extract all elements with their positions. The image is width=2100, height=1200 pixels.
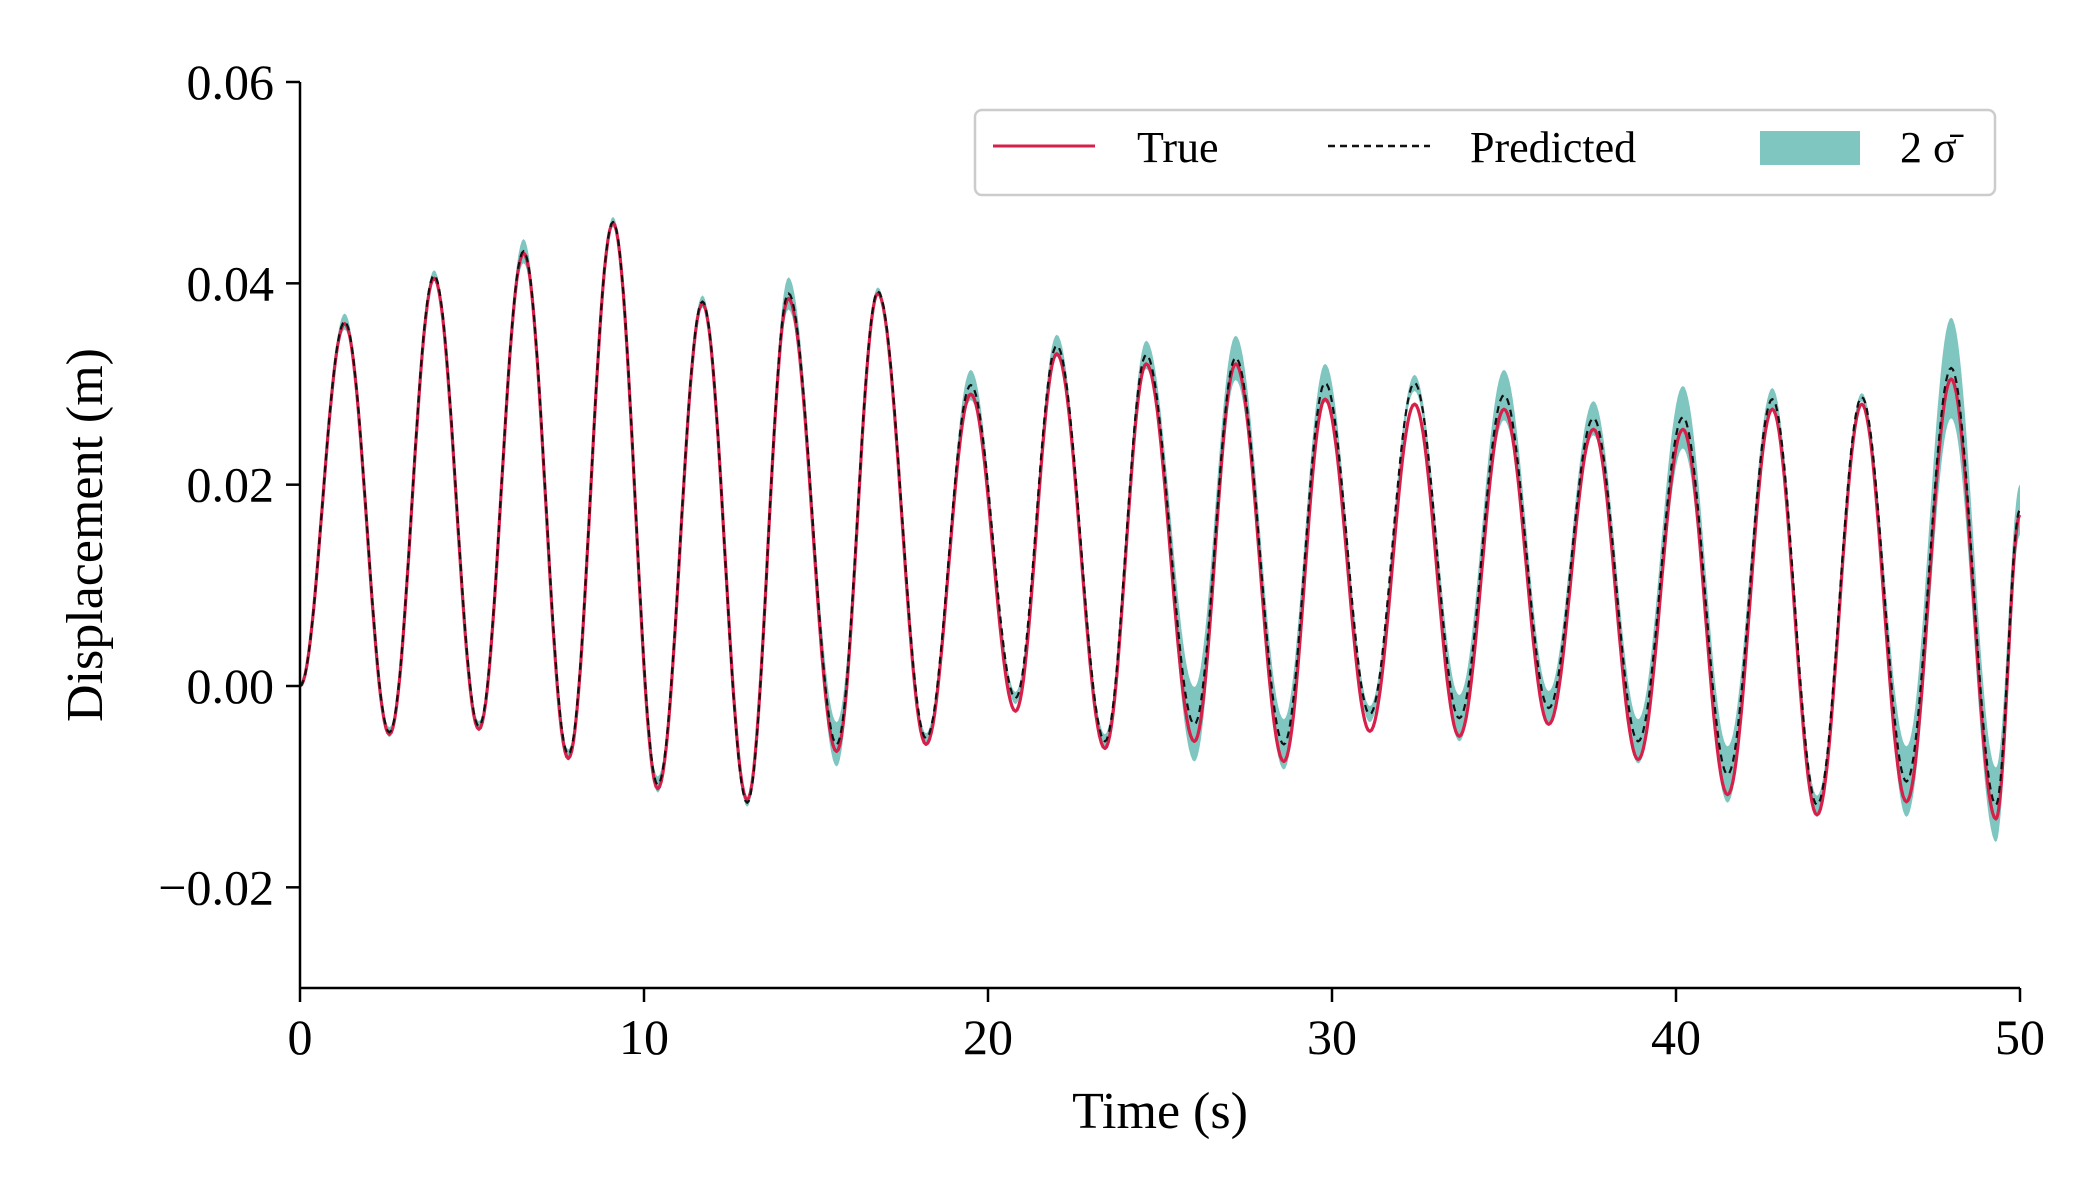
x-tick-label: 0 (288, 1009, 313, 1065)
legend-frame (973, 108, 1997, 197)
legend-predicted-label: Predicted (1470, 123, 1636, 172)
y-tick-label: 0.04 (187, 255, 275, 311)
y-axis-ticks: −0.02 0.00 0.02 0.04 0.06 (158, 54, 300, 915)
legend-true-label: True (1137, 123, 1219, 172)
x-tick-label: 10 (619, 1009, 669, 1065)
legend-band-swatch (1760, 131, 1860, 165)
y-tick-label: 0.06 (187, 54, 275, 110)
y-tick-label: −0.02 (158, 859, 274, 915)
y-tick-label: 0.00 (187, 658, 275, 714)
uncertainty-band-layer (300, 216, 2020, 842)
uncertainty-band (300, 216, 2020, 842)
x-axis-label: Time (s) (1072, 1083, 1248, 1140)
legend: True Predicted 2 σ̄ (973, 108, 1997, 197)
y-axis-label: Displacement (m) (57, 348, 114, 722)
x-tick-label: 40 (1651, 1009, 1701, 1065)
y-tick-label: 0.02 (187, 457, 275, 513)
x-tick-label: 30 (1307, 1009, 1357, 1065)
legend-band-label: 2 σ̄ (1900, 123, 1964, 172)
x-axis-ticks: 0 10 20 30 40 50 (288, 988, 2045, 1065)
x-tick-label: 50 (1995, 1009, 2045, 1065)
series-lines-layer (299, 220, 2022, 821)
x-tick-label: 20 (963, 1009, 1013, 1065)
true-series-line (299, 221, 2022, 821)
predicted-series-line (299, 220, 2021, 806)
